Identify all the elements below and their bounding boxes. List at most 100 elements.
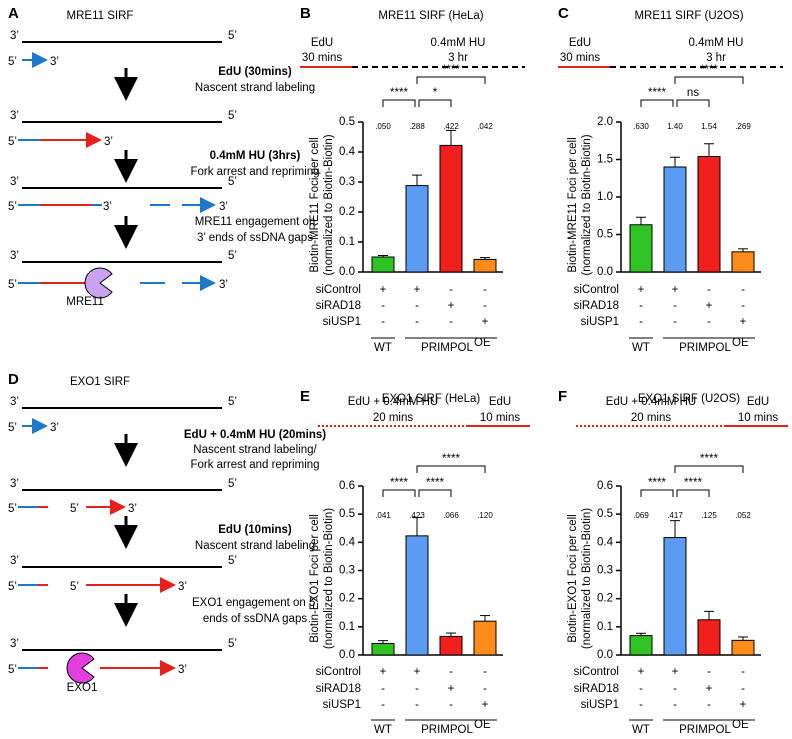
timeline-label: EdU + 0.4mM HU <box>348 396 438 408</box>
strand-end: 5’ <box>8 56 17 68</box>
y-axis-label: Biotin-MRE11 Foci per cell <box>309 137 321 272</box>
y-tick-label: 0.5 <box>339 508 355 520</box>
panel-label: F <box>558 388 567 405</box>
step-text: Fork arrest and repriming <box>190 459 319 471</box>
significance-bracket <box>676 489 710 497</box>
timeline-label: 0.4mM HU <box>431 37 486 49</box>
step-text: 0.4mM HU (3hrs) <box>210 150 301 162</box>
significance-label: **** <box>426 477 444 489</box>
value-label: .050 <box>375 122 391 131</box>
y-tick-label: 0.1 <box>339 236 355 248</box>
significance-label: **** <box>648 87 666 99</box>
timeline-label: EdU <box>311 37 333 49</box>
protein-label: EXO1 <box>67 682 98 694</box>
condition-mark: + <box>380 666 387 678</box>
strand-end: 5’ <box>8 503 17 515</box>
strand-end: 3’ <box>104 136 113 148</box>
value-label: .630 <box>633 122 649 131</box>
y-tick-label: 1.0 <box>597 191 613 203</box>
strand-end: 5’ <box>228 250 237 262</box>
group-superscript: OE <box>732 337 749 349</box>
timeline-duration: 20 mins <box>373 412 414 424</box>
y-tick-label: 0.2 <box>597 593 613 605</box>
timeline-duration: 20 mins <box>631 412 672 424</box>
y-tick-label: 0.3 <box>339 565 355 577</box>
y-tick-label: 0.0 <box>339 266 355 278</box>
y-tick-label: 0.5 <box>339 116 355 128</box>
strand-end: 5’ <box>8 664 17 676</box>
strand-end: 5’ <box>8 279 17 291</box>
chart-title: EXO1 SIRF (HeLa) <box>382 393 481 405</box>
y-axis-label: (normalized to Biotin-Biotin) <box>581 134 593 275</box>
bar <box>473 620 497 656</box>
strand-end: 5’ <box>228 478 237 490</box>
bar <box>629 635 653 656</box>
y-tick-label: 0.1 <box>339 621 355 633</box>
significance-label: **** <box>648 477 666 489</box>
y-tick-label: 0.4 <box>339 146 356 158</box>
strand-end: 3’ <box>10 555 19 567</box>
value-label: .120 <box>477 511 493 520</box>
timeline-label: EdU + 0.4mM HU <box>606 396 696 408</box>
significance-bracket <box>674 465 744 473</box>
significance-bracket <box>640 99 674 107</box>
bar <box>371 256 395 273</box>
value-label: .041 <box>375 511 391 520</box>
panel-label: A <box>8 5 19 22</box>
y-tick-label: 0.3 <box>339 176 355 188</box>
group-label: PRIMPOL <box>421 724 473 736</box>
strand-end: 3’ <box>10 638 19 650</box>
group-superscript: OE <box>474 719 491 731</box>
condition-mark: + <box>706 300 713 312</box>
condition-mark: - <box>741 284 745 296</box>
significance-bracket <box>382 99 416 107</box>
strand-end: 3’ <box>178 664 187 676</box>
step-text: ends of ssDNA gaps <box>203 613 307 625</box>
value-label: .423 <box>409 511 425 520</box>
strand-end: 5’ <box>70 503 79 515</box>
significance-label: * <box>433 87 438 99</box>
significance-label: **** <box>442 64 460 76</box>
step-text: Fork arrest and repriming <box>190 166 319 178</box>
strand-end: 3’ <box>50 422 59 434</box>
group-superscript: OE <box>732 719 749 731</box>
significance-bracket <box>416 76 486 84</box>
significance-bracket <box>382 489 416 497</box>
condition-mark: - <box>415 300 419 312</box>
bar <box>663 166 687 273</box>
condition-name: siControl <box>316 666 361 678</box>
condition-name: siUSP1 <box>581 699 619 711</box>
value-label: 1.54 <box>701 122 717 131</box>
significance-label: **** <box>700 453 718 465</box>
condition-mark: - <box>741 300 745 312</box>
condition-name: siRAD18 <box>316 683 361 695</box>
condition-mark: - <box>483 300 487 312</box>
group-label: PRIMPOL <box>421 342 473 354</box>
bar <box>439 635 463 656</box>
condition-name: siUSP1 <box>581 316 619 328</box>
significance-label: **** <box>700 64 718 76</box>
condition-mark: + <box>740 699 747 711</box>
condition-mark: - <box>449 699 453 711</box>
y-axis-label: (normalized to Biotin-Biotin) <box>323 134 335 275</box>
y-axis-label: Biotin-EXO1 Foci per cell <box>309 514 321 642</box>
condition-mark: - <box>381 316 385 328</box>
condition-mark: - <box>639 316 643 328</box>
protein-label: MRE11 <box>66 296 104 308</box>
condition-name: siControl <box>316 284 361 296</box>
panel-label: C <box>558 5 569 22</box>
bar <box>405 185 429 273</box>
y-axis-label: (normalized to Biotin-Biotin) <box>323 508 335 649</box>
condition-mark: + <box>672 284 679 296</box>
y-tick-label: 0.0 <box>339 649 355 661</box>
strand-end: 3’ <box>219 279 228 291</box>
strand-end: 3’ <box>10 250 19 262</box>
step-text: EdU + 0.4mM HU (20mins) <box>184 429 326 441</box>
condition-name: siRAD18 <box>574 683 619 695</box>
condition-mark: - <box>639 683 643 695</box>
step-text: 3’ ends of ssDNA gaps <box>197 232 313 244</box>
condition-mark: + <box>380 284 387 296</box>
step-text: Nascent strand labeling <box>195 82 315 94</box>
strand-end: 5’ <box>228 396 237 408</box>
timeline-label: 0.4mM HU <box>689 37 744 49</box>
